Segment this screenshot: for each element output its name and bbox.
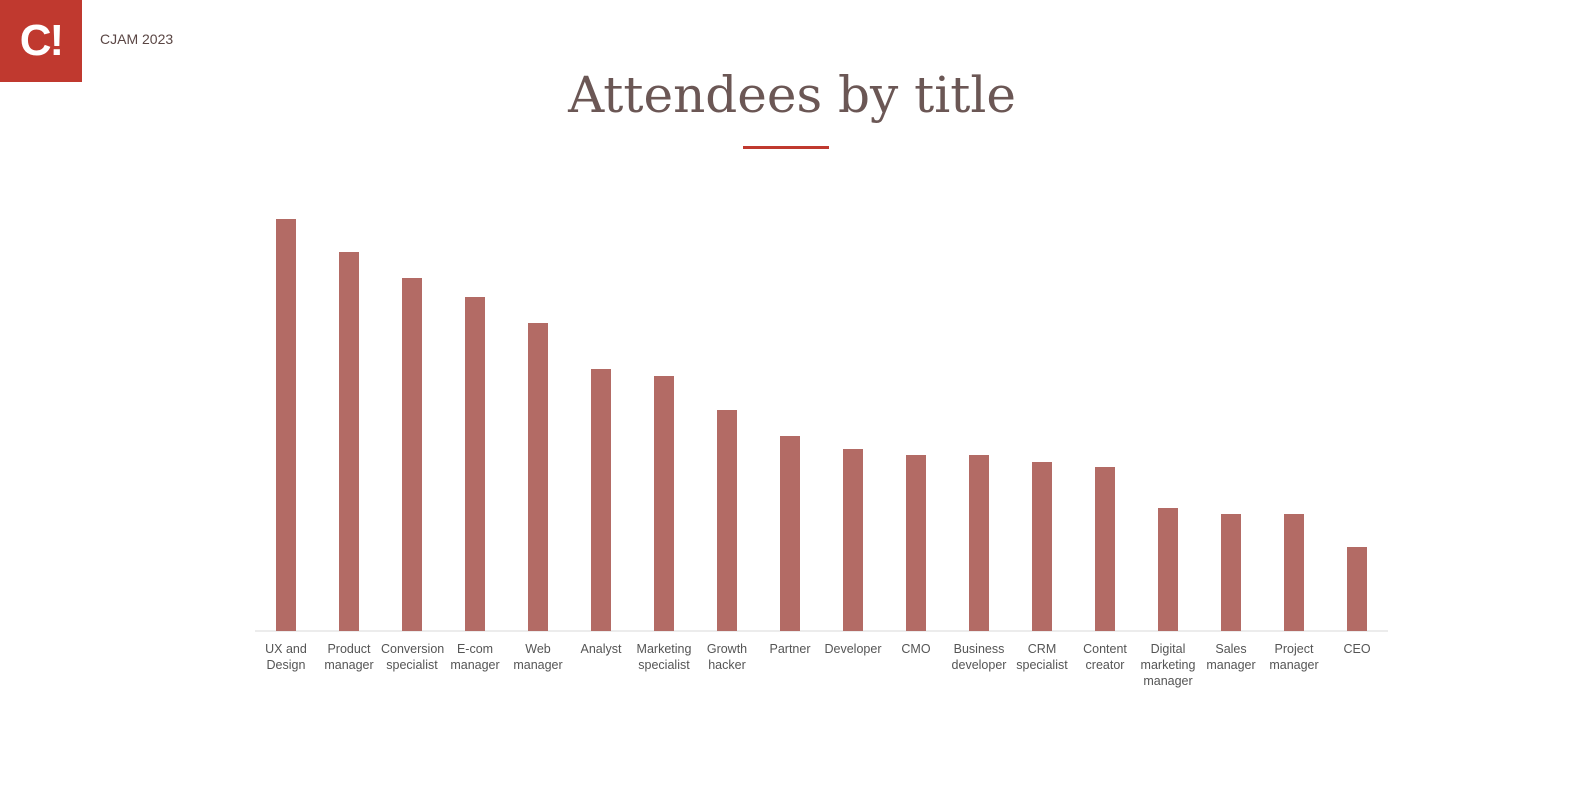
bar	[906, 455, 926, 631]
bar	[591, 369, 611, 631]
x-tick-label: UX and Design	[265, 642, 307, 672]
x-tick-label: Digital marketing manager	[1140, 642, 1196, 688]
bar	[1095, 467, 1115, 631]
bar	[1221, 514, 1241, 631]
bar	[339, 252, 359, 631]
x-tick-label: Conversion specialist	[381, 642, 445, 672]
chart-title: Attendees by title	[568, 66, 1016, 124]
x-tick-label: Web manager	[513, 642, 563, 672]
x-tick-label: Developer	[824, 642, 882, 656]
bar	[276, 219, 296, 631]
x-tick-label: Product manager	[324, 642, 374, 672]
x-tick-label: Marketing specialist	[636, 642, 692, 672]
bar	[717, 410, 737, 631]
x-tick-label: CMO	[901, 642, 931, 656]
x-tick-label: Analyst	[580, 642, 622, 656]
logo: C!	[0, 0, 82, 82]
bar	[1032, 462, 1052, 631]
x-tick-label: Project manager	[1269, 642, 1319, 672]
x-tick-label: CEO	[1343, 642, 1371, 656]
event-name: CJAM 2023	[100, 31, 174, 47]
bar	[1347, 547, 1367, 631]
x-tick-label: Growth hacker	[706, 642, 748, 672]
bar	[843, 449, 863, 631]
bar	[1284, 514, 1304, 631]
x-tick-label: Partner	[769, 642, 811, 656]
bar	[1158, 508, 1178, 631]
bar	[969, 455, 989, 631]
bar	[402, 278, 422, 631]
bar	[528, 323, 548, 631]
x-tick-label: Business developer	[951, 642, 1007, 672]
x-tick-label: Content creator	[1083, 642, 1127, 672]
bar	[780, 436, 800, 631]
bar	[465, 297, 485, 631]
x-tick-label: CRM specialist	[1016, 642, 1068, 672]
x-tick-label: E-com manager	[450, 642, 500, 672]
bar	[654, 376, 674, 631]
title-underline	[743, 146, 829, 149]
x-tick-label: Sales manager	[1206, 642, 1256, 672]
